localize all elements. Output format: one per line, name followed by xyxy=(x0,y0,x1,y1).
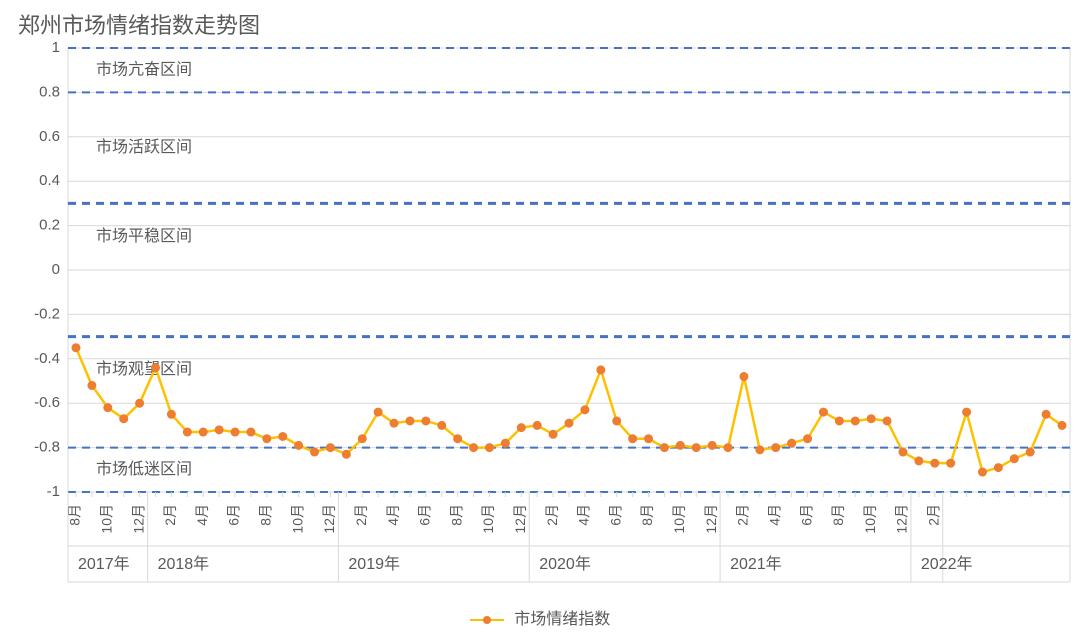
x-tick-month: 12月 xyxy=(894,504,910,534)
y-tick-label: 0.4 xyxy=(39,172,60,189)
x-tick-month: 4月 xyxy=(766,504,782,526)
x-tick-month: 6月 xyxy=(226,504,242,526)
x-tick-month: 4月 xyxy=(576,504,592,526)
x-tick-month: 10月 xyxy=(480,504,496,534)
x-tick-month: 12月 xyxy=(130,504,146,534)
y-tick-label: -0.8 xyxy=(34,439,60,456)
x-tick-month: 12月 xyxy=(321,504,337,534)
x-tick-year: 2018年 xyxy=(158,555,210,573)
zone-label: 市场低迷区间 xyxy=(96,460,192,478)
x-tick-month: 8月 xyxy=(448,504,464,526)
x-tick-month: 10月 xyxy=(289,504,305,534)
x-tick-year: 2020年 xyxy=(539,555,591,573)
x-tick-month: 10月 xyxy=(99,504,115,534)
zone-label: 市场活跃区间 xyxy=(96,138,192,156)
y-tick-label: 0.2 xyxy=(39,217,60,234)
x-tick-month: 10月 xyxy=(671,504,687,534)
chart-container: 郑州市场情绪指数走势图 -1-0.8-0.6-0.4-0.200.20.40.6… xyxy=(0,0,1080,635)
x-tick-year: 2022年 xyxy=(921,555,973,573)
y-tick-label: -1 xyxy=(47,483,60,500)
x-tick-month: 8月 xyxy=(258,504,274,526)
x-tick-month: 8月 xyxy=(830,504,846,526)
x-tick-month: 2月 xyxy=(544,504,560,526)
zone-label: 市场平稳区间 xyxy=(96,227,192,245)
x-tick-month: 4月 xyxy=(385,504,401,526)
x-tick-month: 6月 xyxy=(417,504,433,526)
y-tick-label: 0.6 xyxy=(39,128,60,145)
y-tick-label: 0 xyxy=(52,261,60,278)
x-tick-month: 2月 xyxy=(162,504,178,526)
zone-label: 市场亢奋区间 xyxy=(96,59,192,78)
x-tick-month: 4月 xyxy=(194,504,210,526)
legend-swatch xyxy=(470,619,504,621)
x-tick-month: 10月 xyxy=(862,504,878,534)
x-tick-month: 8月 xyxy=(67,504,83,526)
y-tick-label: -0.6 xyxy=(34,394,60,411)
y-tick-label: 1 xyxy=(52,39,60,56)
zone-label: 市场观望区间 xyxy=(96,360,192,378)
x-tick-month: 2月 xyxy=(925,504,941,526)
y-tick-label: -0.2 xyxy=(34,305,60,322)
x-tick-month: 6月 xyxy=(607,504,623,526)
x-tick-year: 2021年 xyxy=(730,555,782,573)
x-tick-month: 8月 xyxy=(639,504,655,526)
x-tick-month: 12月 xyxy=(703,504,719,534)
legend-label: 市场情绪指数 xyxy=(514,611,610,628)
x-tick-year: 2019年 xyxy=(348,555,400,573)
x-tick-month: 2月 xyxy=(735,504,751,526)
chart-svg: -1-0.8-0.6-0.4-0.200.20.40.60.81市场亢奋区间市场… xyxy=(0,0,1080,635)
y-tick-label: 0.8 xyxy=(39,83,60,100)
y-tick-label: -0.4 xyxy=(34,350,60,367)
chart-legend: 市场情绪指数 xyxy=(0,605,1080,629)
x-tick-month: 2月 xyxy=(353,504,369,526)
x-tick-month: 12月 xyxy=(512,504,528,534)
x-tick-year: 2017年 xyxy=(78,555,130,573)
x-tick-month: 6月 xyxy=(798,504,814,526)
